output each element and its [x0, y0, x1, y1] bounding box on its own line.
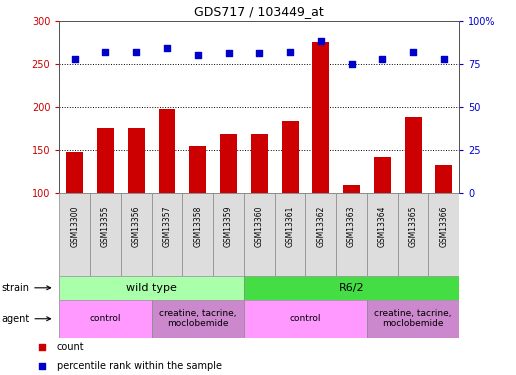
Point	[194, 52, 202, 58]
Bar	[367, 193, 398, 276]
Bar	[398, 193, 428, 276]
Text: GSM13364: GSM13364	[378, 206, 387, 247]
Point	[101, 49, 109, 55]
Text: GSM13360: GSM13360	[255, 206, 264, 247]
Point	[38, 344, 46, 350]
Point	[71, 56, 79, 62]
Bar	[97, 128, 114, 193]
Bar	[244, 300, 367, 338]
Text: GSM13359: GSM13359	[224, 206, 233, 247]
Bar	[220, 135, 237, 193]
Text: wild type: wild type	[126, 283, 177, 293]
Point	[255, 50, 263, 56]
Text: GSM13355: GSM13355	[101, 206, 110, 247]
Point	[38, 363, 46, 369]
Bar	[374, 157, 391, 193]
Bar	[59, 276, 244, 300]
Bar	[152, 193, 182, 276]
Bar	[336, 193, 367, 276]
Bar	[66, 152, 83, 193]
Text: strain: strain	[1, 283, 51, 293]
Point	[317, 38, 325, 44]
Bar	[305, 193, 336, 276]
Bar	[189, 146, 206, 193]
Text: GSM13362: GSM13362	[316, 206, 325, 247]
Bar	[367, 300, 459, 338]
Bar	[436, 165, 453, 193]
Bar	[128, 128, 144, 193]
Bar	[213, 193, 244, 276]
Bar	[251, 134, 268, 193]
Point	[409, 49, 417, 55]
Text: GSM13356: GSM13356	[132, 206, 141, 247]
Bar	[282, 121, 299, 193]
Bar	[312, 42, 329, 193]
Bar	[158, 110, 175, 193]
Text: agent: agent	[1, 314, 51, 324]
Text: GSM13300: GSM13300	[70, 206, 79, 247]
Title: GDS717 / 103449_at: GDS717 / 103449_at	[195, 5, 324, 18]
Text: creatine, tacrine,
moclobemide: creatine, tacrine, moclobemide	[159, 309, 236, 328]
Point	[224, 50, 233, 56]
Point	[286, 49, 294, 55]
Text: GSM13363: GSM13363	[347, 206, 356, 247]
Text: GSM13358: GSM13358	[194, 206, 202, 247]
Text: GSM13361: GSM13361	[285, 206, 295, 247]
Bar	[182, 193, 213, 276]
Bar	[152, 300, 244, 338]
Bar	[244, 193, 275, 276]
Point	[132, 49, 140, 55]
Bar	[343, 185, 360, 193]
Bar	[121, 193, 152, 276]
Point	[163, 45, 171, 51]
Text: control: control	[90, 314, 121, 323]
Bar	[244, 276, 459, 300]
Point	[347, 61, 356, 67]
Text: percentile rank within the sample: percentile rank within the sample	[57, 361, 222, 370]
Bar	[59, 193, 90, 276]
Text: count: count	[57, 342, 85, 352]
Text: control: control	[289, 314, 321, 323]
Text: GSM13357: GSM13357	[163, 206, 171, 247]
Text: creatine, tacrine,
moclobemide: creatine, tacrine, moclobemide	[374, 309, 452, 328]
Bar	[405, 117, 422, 193]
Point	[440, 56, 448, 62]
Bar	[428, 193, 459, 276]
Bar	[59, 300, 152, 338]
Text: GSM13365: GSM13365	[409, 206, 417, 247]
Bar	[275, 193, 305, 276]
Text: GSM13366: GSM13366	[439, 206, 448, 247]
Point	[378, 56, 386, 62]
Bar	[90, 193, 121, 276]
Text: R6/2: R6/2	[339, 283, 364, 293]
